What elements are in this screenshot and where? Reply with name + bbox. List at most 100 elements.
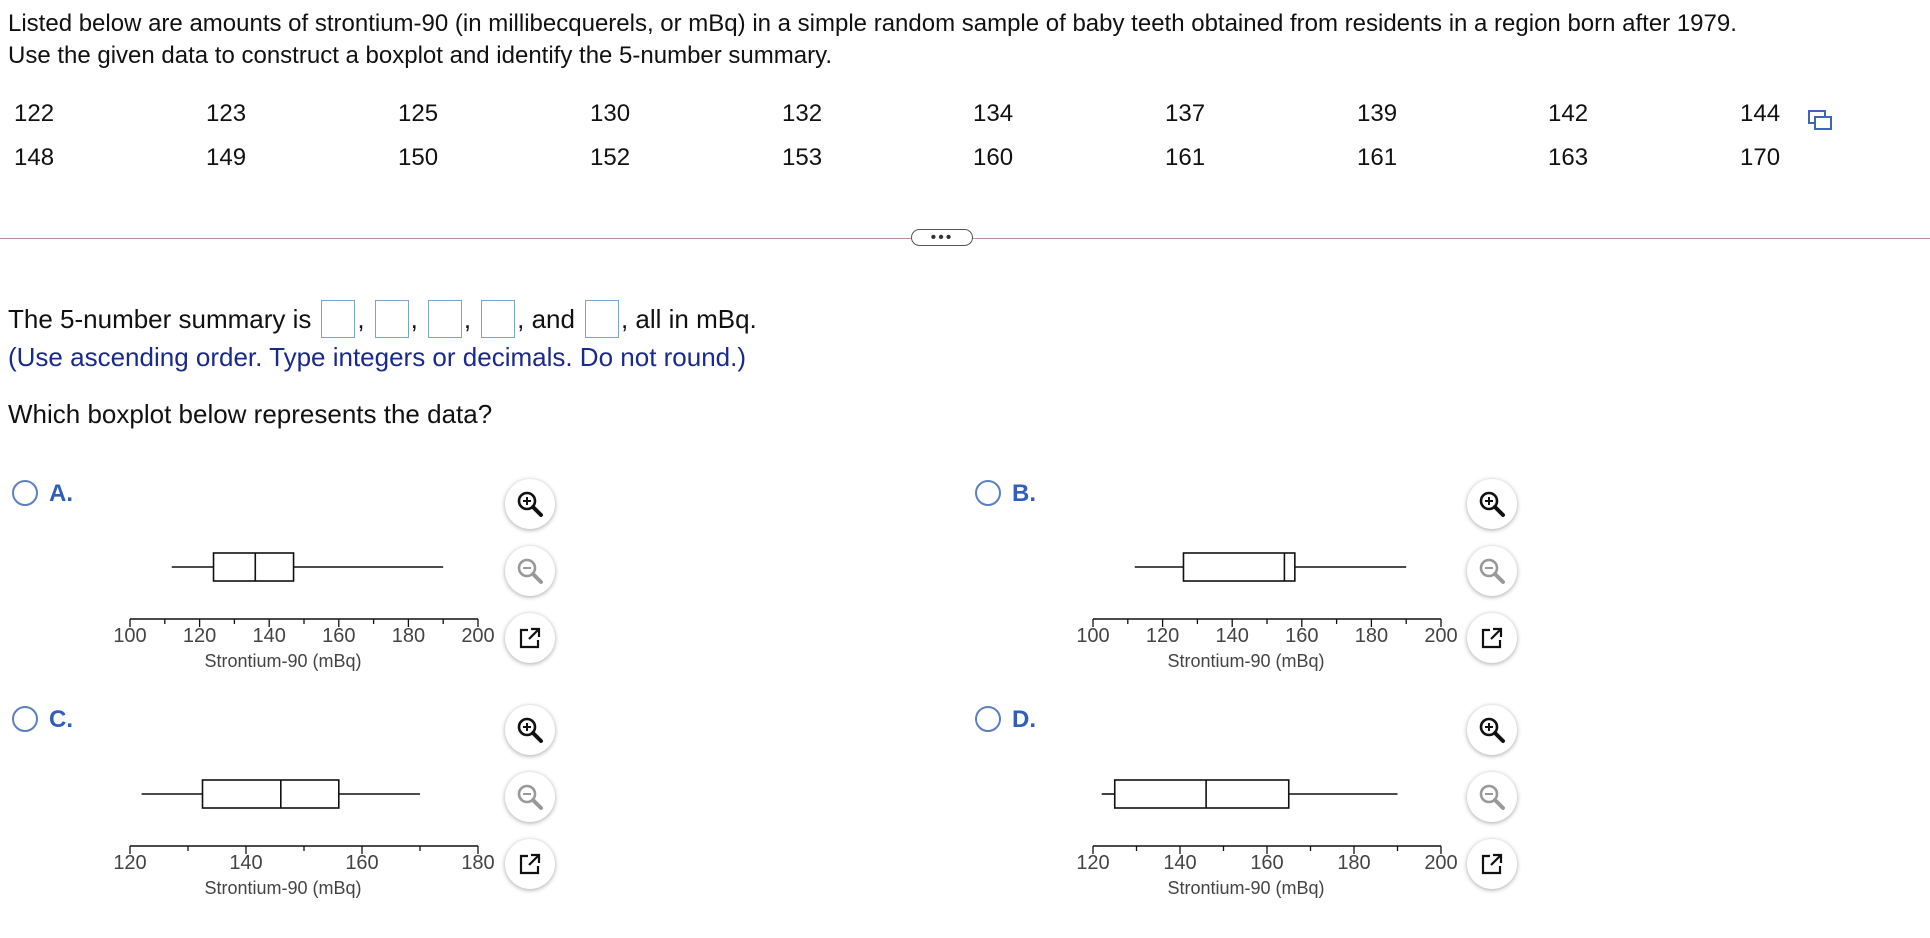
zoom-out-icon	[1477, 556, 1507, 586]
tick-label: 100	[113, 625, 146, 647]
data-cell: 148	[14, 144, 55, 171]
summary-line: The 5-number summary is , , , , and , al…	[8, 297, 757, 341]
popout-button[interactable]	[1467, 839, 1517, 889]
zoom-in-icon	[1477, 489, 1507, 519]
zoom-in-icon	[1477, 715, 1507, 745]
answer-input-median[interactable]	[427, 300, 462, 338]
open-external-icon	[1479, 851, 1505, 877]
x-axis-label: Strontium-90 (mBq)	[204, 651, 361, 671]
open-external-icon	[1479, 625, 1505, 651]
answer-input-q1[interactable]	[374, 300, 409, 338]
copy-icon[interactable]	[1807, 108, 1833, 132]
data-row: 122 123 125 130 132 134 137 139 142 144	[14, 100, 1844, 144]
tick-label: 140	[229, 852, 262, 874]
tick-label: 120	[1076, 852, 1109, 874]
data-cell: 161	[1357, 144, 1398, 171]
tick-label: 180	[1337, 852, 1370, 874]
boxplot-c: 120 140 160 180 Strontium-90 (mBq)	[113, 779, 495, 898]
zoom-out-button[interactable]	[1467, 772, 1517, 822]
comma: ,	[357, 304, 365, 334]
expand-button[interactable]: •••	[911, 229, 973, 246]
tick-label: 140	[1216, 625, 1249, 647]
x-axis-label: Strontium-90 (mBq)	[1167, 878, 1324, 898]
zoom-in-icon	[515, 489, 545, 519]
data-cell: 122	[14, 100, 55, 127]
tick-label: 160	[322, 625, 355, 647]
data-cell: 125	[398, 100, 439, 127]
open-external-icon	[517, 851, 543, 877]
tick-label: 160	[1250, 852, 1283, 874]
tick-label: 180	[392, 625, 425, 647]
zoom-out-button[interactable]	[505, 546, 555, 596]
zoom-in-icon	[515, 715, 545, 745]
option-a-label: A.	[49, 480, 73, 507]
data-row: 148 149 150 152 153 160 161 161 163 170	[14, 144, 1844, 188]
data-cell: 149	[206, 144, 247, 171]
radio-option-a[interactable]	[12, 480, 38, 506]
radio-option-d[interactable]	[975, 706, 1001, 732]
popout-button[interactable]	[505, 839, 555, 889]
data-cell: 160	[973, 144, 1014, 171]
zoom-out-icon	[515, 556, 545, 586]
x-axis-label: Strontium-90 (mBq)	[204, 878, 361, 898]
problem-statement: Listed below are amounts of strontium-90…	[8, 8, 1918, 72]
iqr-box	[212, 552, 295, 582]
answer-input-min[interactable]	[321, 300, 356, 338]
zoom-out-button[interactable]	[1467, 546, 1517, 596]
popout-button[interactable]	[1467, 613, 1517, 663]
option-b-label: B.	[1012, 480, 1036, 507]
iqr-box	[201, 779, 340, 809]
answer-input-q3[interactable]	[481, 300, 516, 338]
zoom-in-button[interactable]	[505, 705, 555, 755]
comma: ,	[463, 304, 472, 334]
and-text: , and	[517, 304, 575, 334]
zoom-in-button[interactable]	[1467, 705, 1517, 755]
boxplot-d: 120 140 160 180 200 Strontium-90 (mBq)	[1076, 779, 1458, 898]
question-text: Which boxplot below represents the data?	[8, 399, 493, 429]
data-cell: 161	[1165, 144, 1206, 171]
data-cell: 163	[1548, 144, 1589, 171]
data-cell: 139	[1357, 100, 1398, 127]
x-axis-label: Strontium-90 (mBq)	[1167, 651, 1324, 671]
data-cell: 152	[590, 144, 631, 171]
iqr-box	[1182, 552, 1296, 582]
popout-button[interactable]	[505, 613, 555, 663]
input-hint: (Use ascending order. Type integers or d…	[8, 342, 747, 372]
tick-label: 200	[1424, 852, 1457, 874]
zoom-in-button[interactable]	[1467, 479, 1517, 529]
data-table: 122 123 125 130 132 134 137 139 142 144 …	[14, 100, 1844, 188]
iqr-box	[1113, 779, 1290, 809]
intro-line-1: Listed below are amounts of strontium-90…	[8, 10, 1737, 37]
comma: ,	[410, 304, 418, 334]
tick-label: 180	[461, 852, 494, 874]
tick-label: 160	[1285, 625, 1318, 647]
tick-label: 180	[1355, 625, 1388, 647]
answer-input-max[interactable]	[584, 300, 619, 338]
data-cell: 130	[590, 100, 631, 127]
data-cell: 150	[398, 144, 439, 171]
data-cell: 153	[782, 144, 823, 171]
tick-label: 120	[1146, 625, 1179, 647]
radio-option-c[interactable]	[12, 706, 38, 732]
intro-line-2: Use the given data to construct a boxplo…	[8, 42, 832, 69]
boxplot-b: 100 120 140 160 180 200 Strontium-90 (mBq)	[1076, 552, 1458, 671]
tick-label: 140	[1163, 852, 1196, 874]
data-cell: 137	[1165, 100, 1206, 127]
zoom-out-icon	[515, 782, 545, 812]
ellipsis-icon: •••	[930, 228, 954, 246]
summary-prefix: The 5-number summary is	[8, 304, 312, 334]
open-external-icon	[517, 625, 543, 651]
tick-label: 140	[253, 625, 286, 647]
zoom-out-icon	[1477, 782, 1507, 812]
option-c-label: C.	[49, 706, 73, 733]
tick-label: 100	[1076, 625, 1109, 647]
zoom-out-button[interactable]	[505, 772, 555, 822]
radio-option-b[interactable]	[975, 480, 1001, 506]
zoom-in-button[interactable]	[505, 479, 555, 529]
data-cell: 142	[1548, 100, 1589, 127]
data-cell: 170	[1740, 144, 1781, 171]
data-cell: 134	[973, 100, 1014, 127]
option-d-label: D.	[1012, 706, 1036, 733]
tick-label: 200	[461, 625, 494, 647]
data-cell: 132	[782, 100, 823, 127]
